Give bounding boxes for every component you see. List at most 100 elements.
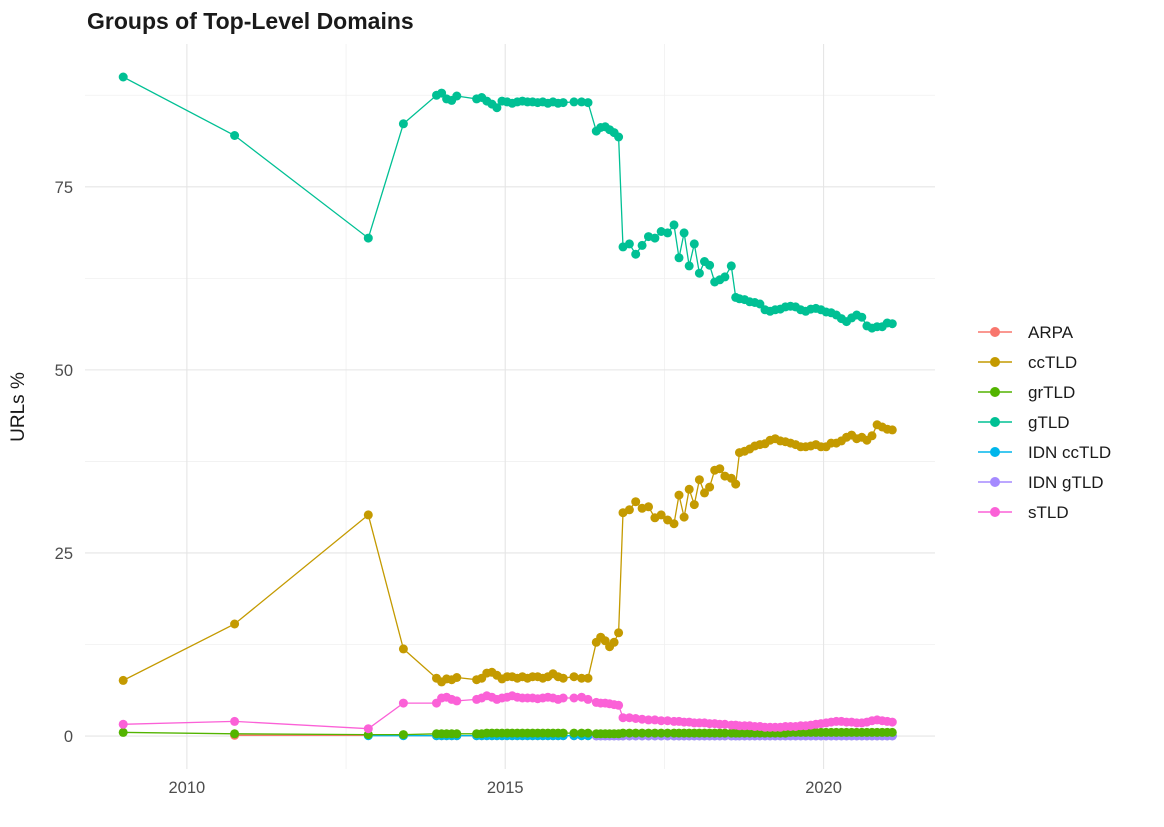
- data-point: [583, 98, 593, 108]
- data-point: [887, 425, 897, 435]
- legend-key-dot: [990, 357, 1000, 367]
- data-point: [887, 319, 897, 329]
- y-tick-label: 0: [64, 728, 73, 746]
- legend: ARPA ccTLD grTLD gTLD IDN ccTLD IDN gTLD sTLD: [978, 323, 1111, 522]
- data-point: [398, 698, 408, 708]
- series-sTLD: [118, 691, 897, 734]
- data-point: [656, 716, 666, 726]
- data-point: [755, 299, 765, 309]
- data-point: [644, 502, 653, 512]
- data-point: [363, 233, 373, 243]
- legend-label: sTLD: [1028, 503, 1069, 522]
- data-point: [118, 72, 128, 82]
- series-gTLD: [118, 72, 897, 333]
- data-point: [700, 488, 709, 498]
- data-point: [614, 132, 624, 142]
- data-point: [656, 510, 666, 520]
- y-tick-label: 25: [55, 545, 73, 563]
- data-point: [684, 261, 694, 271]
- minor-gridlines: [85, 44, 935, 769]
- x-tick-label: 2020: [805, 779, 842, 797]
- chart-title: Groups of Top-Level Domains: [87, 8, 414, 34]
- data-point: [118, 727, 128, 737]
- data-point: [631, 249, 641, 259]
- legend-key-dot: [990, 327, 1000, 337]
- data-point: [583, 673, 593, 683]
- x-tick-label: 2010: [169, 779, 206, 797]
- data-point: [663, 728, 673, 738]
- legend-key-dot: [990, 507, 1000, 517]
- legend-item-gTLD: gTLD: [978, 413, 1070, 432]
- data-point: [614, 628, 624, 638]
- legend-item-ARPA: ARPA: [978, 323, 1074, 342]
- data-point: [684, 484, 694, 494]
- data-point: [230, 729, 240, 739]
- data-point: [363, 510, 373, 520]
- data-point: [867, 431, 877, 441]
- data-point: [857, 312, 867, 322]
- legend-label: gTLD: [1028, 413, 1070, 432]
- data-point: [715, 464, 725, 474]
- data-point: [663, 228, 673, 238]
- legend-item-IDN-gTLD: IDN gTLD: [978, 473, 1104, 492]
- legend-key-dot: [990, 417, 1000, 427]
- data-point: [230, 716, 240, 726]
- series-ccTLD: [118, 420, 897, 687]
- data-point: [618, 728, 628, 738]
- data-point: [398, 119, 408, 129]
- data-point: [689, 239, 699, 249]
- data-point: [452, 729, 462, 739]
- data-point: [452, 673, 462, 682]
- data-point: [452, 91, 462, 101]
- data-point: [679, 512, 689, 522]
- data-point: [705, 482, 715, 492]
- legend-label: IDN gTLD: [1028, 473, 1104, 492]
- data-point: [577, 673, 587, 683]
- y-axis-label: URLs %: [8, 372, 29, 442]
- series-grTLD: [118, 727, 897, 740]
- data-point: [583, 728, 593, 738]
- data-point: [624, 505, 634, 515]
- data-point: [679, 228, 689, 238]
- series-line: [122, 76, 893, 329]
- data-point: [669, 519, 679, 529]
- data-point: [720, 728, 730, 738]
- data-point: [452, 696, 462, 706]
- data-point: [694, 268, 704, 278]
- major-gridlines: [85, 44, 935, 769]
- data-point: [569, 672, 579, 682]
- data-point: [726, 261, 736, 271]
- legend-key-dot: [990, 447, 1000, 457]
- data-point: [624, 239, 634, 249]
- data-point: [669, 220, 679, 230]
- data-point: [624, 728, 634, 738]
- data-point: [569, 728, 579, 738]
- data-point: [558, 693, 568, 703]
- legend-item-ccTLD: ccTLD: [978, 353, 1077, 372]
- data-point: [656, 728, 666, 738]
- legend-label: ccTLD: [1028, 353, 1077, 372]
- legend-item-grTLD: grTLD: [978, 383, 1075, 402]
- legend-item-IDN-ccTLD: IDN ccTLD: [978, 443, 1111, 462]
- data-point: [674, 253, 684, 263]
- legend-key-dot: [990, 387, 1000, 397]
- data-point: [650, 728, 660, 738]
- data-point: [118, 719, 128, 729]
- data-point: [558, 673, 568, 683]
- data-point: [230, 131, 240, 140]
- data-point: [558, 728, 568, 738]
- data-point: [650, 233, 660, 243]
- data-point: [398, 730, 408, 740]
- legend-label: grTLD: [1028, 383, 1075, 402]
- y-tick-label: 75: [55, 179, 73, 197]
- data-point: [363, 724, 373, 734]
- legend-item-sTLD: sTLD: [978, 503, 1069, 522]
- data-point: [631, 497, 641, 507]
- data-point: [637, 240, 647, 250]
- legend-key-dot: [990, 477, 1000, 487]
- y-axis-tick-labels: 0 25 50 75: [55, 179, 73, 746]
- data-point: [887, 717, 897, 727]
- data-series-layer: [118, 72, 897, 741]
